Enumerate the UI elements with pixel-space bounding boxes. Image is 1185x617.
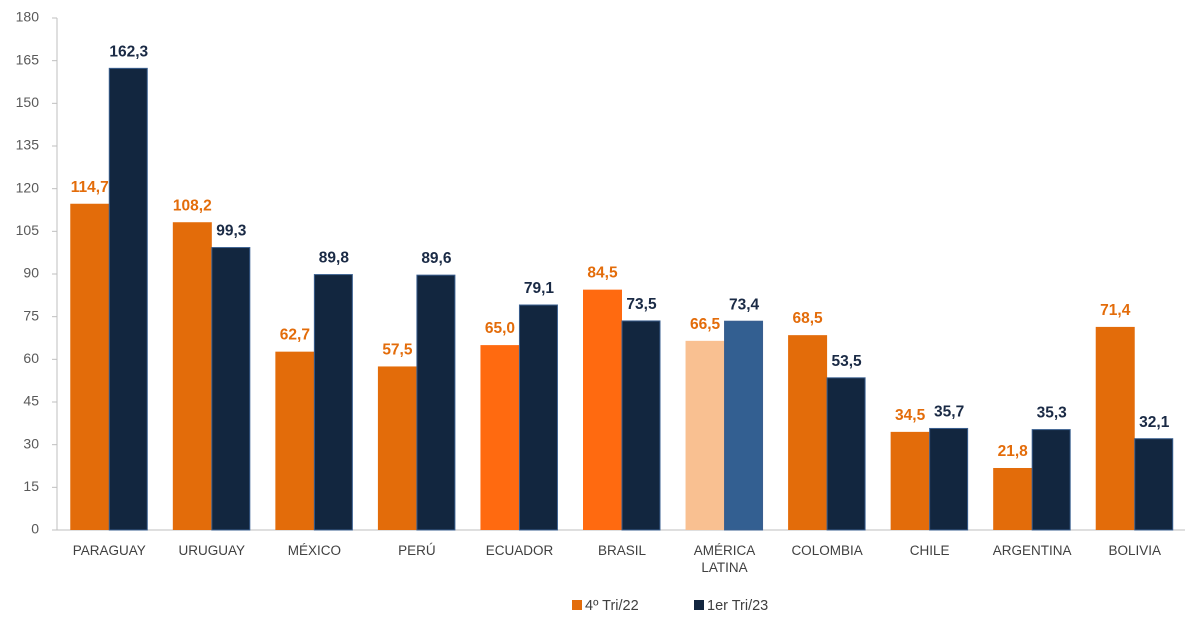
bar bbox=[377, 366, 417, 530]
bar bbox=[211, 247, 251, 531]
bar bbox=[416, 274, 456, 531]
x-tick-label: BOLIVIA bbox=[1108, 543, 1161, 558]
bar bbox=[1031, 429, 1071, 531]
bar bbox=[929, 427, 969, 531]
data-label: 21,8 bbox=[998, 443, 1029, 460]
bar bbox=[313, 274, 353, 531]
x-tick-label: ARGENTINA bbox=[992, 543, 1072, 558]
x-tick-label: BRASIL bbox=[597, 543, 647, 558]
y-tick-label: 0 bbox=[31, 521, 39, 537]
data-label: 68,5 bbox=[793, 310, 824, 327]
data-label: 62,7 bbox=[280, 327, 310, 344]
legend-swatch bbox=[572, 600, 582, 610]
bar bbox=[108, 67, 148, 531]
bar bbox=[1095, 326, 1135, 530]
data-label: 35,3 bbox=[1037, 405, 1068, 422]
data-label: 73,5 bbox=[626, 296, 657, 313]
data-label: 35,7 bbox=[934, 404, 964, 421]
data-label: 65,0 bbox=[485, 320, 515, 337]
data-label: 53,5 bbox=[832, 353, 863, 370]
bar bbox=[724, 320, 764, 531]
y-tick-label: 165 bbox=[16, 51, 40, 67]
x-tick-label: URUGUAY bbox=[178, 543, 246, 558]
data-label: 84,5 bbox=[587, 265, 618, 282]
data-label: 89,6 bbox=[421, 250, 452, 267]
bar bbox=[993, 467, 1033, 530]
data-label: 57,5 bbox=[382, 342, 413, 359]
y-tick-label: 15 bbox=[23, 478, 39, 494]
bar bbox=[890, 431, 930, 530]
bar bbox=[826, 377, 866, 531]
x-tick-label: COLOMBIA bbox=[791, 543, 863, 558]
data-label: 66,5 bbox=[690, 316, 721, 333]
y-tick-label: 180 bbox=[16, 9, 40, 25]
bar bbox=[788, 335, 828, 530]
data-label: 162,3 bbox=[109, 43, 148, 60]
data-label: 108,2 bbox=[173, 197, 212, 214]
data-label: 99,3 bbox=[216, 223, 247, 240]
bar bbox=[685, 340, 725, 530]
y-tick-label: 45 bbox=[23, 393, 39, 409]
data-label: 89,8 bbox=[319, 250, 350, 267]
data-label: 71,4 bbox=[1100, 302, 1131, 319]
bar bbox=[480, 345, 520, 530]
bar bbox=[172, 222, 212, 530]
y-tick-label: 75 bbox=[23, 307, 39, 323]
legend-label: 4º Tri/22 bbox=[585, 598, 639, 614]
bar bbox=[621, 320, 661, 531]
y-tick-label: 60 bbox=[23, 350, 39, 366]
y-tick-label: 30 bbox=[23, 435, 39, 451]
data-label: 34,5 bbox=[895, 407, 926, 424]
x-tick-label: ECUADOR bbox=[485, 543, 554, 558]
y-tick-label: 105 bbox=[16, 222, 40, 238]
data-label: 32,1 bbox=[1139, 414, 1170, 431]
legend-swatch bbox=[694, 600, 704, 610]
data-label: 79,1 bbox=[524, 280, 555, 297]
x-tick-label: PARAGUAY bbox=[72, 543, 146, 558]
x-tick-label: CHILE bbox=[909, 543, 950, 558]
x-tick-label: PERÚ bbox=[398, 543, 436, 558]
data-label: 114,7 bbox=[71, 179, 109, 196]
bar bbox=[583, 289, 622, 530]
x-tick-label: MÉXICO bbox=[287, 543, 341, 558]
y-tick-label: 120 bbox=[16, 179, 40, 195]
y-tick-label: 135 bbox=[16, 137, 40, 153]
data-label: 73,4 bbox=[729, 296, 760, 313]
y-tick-label: 90 bbox=[23, 265, 39, 281]
bar bbox=[1134, 438, 1174, 531]
y-tick-label: 150 bbox=[16, 94, 40, 110]
x-tick-label: AMÉRICA LATINA bbox=[693, 543, 756, 575]
bar bbox=[275, 351, 315, 530]
legend-label: 1er Tri/23 bbox=[707, 598, 768, 614]
bar bbox=[518, 304, 558, 531]
bar bbox=[70, 203, 110, 530]
